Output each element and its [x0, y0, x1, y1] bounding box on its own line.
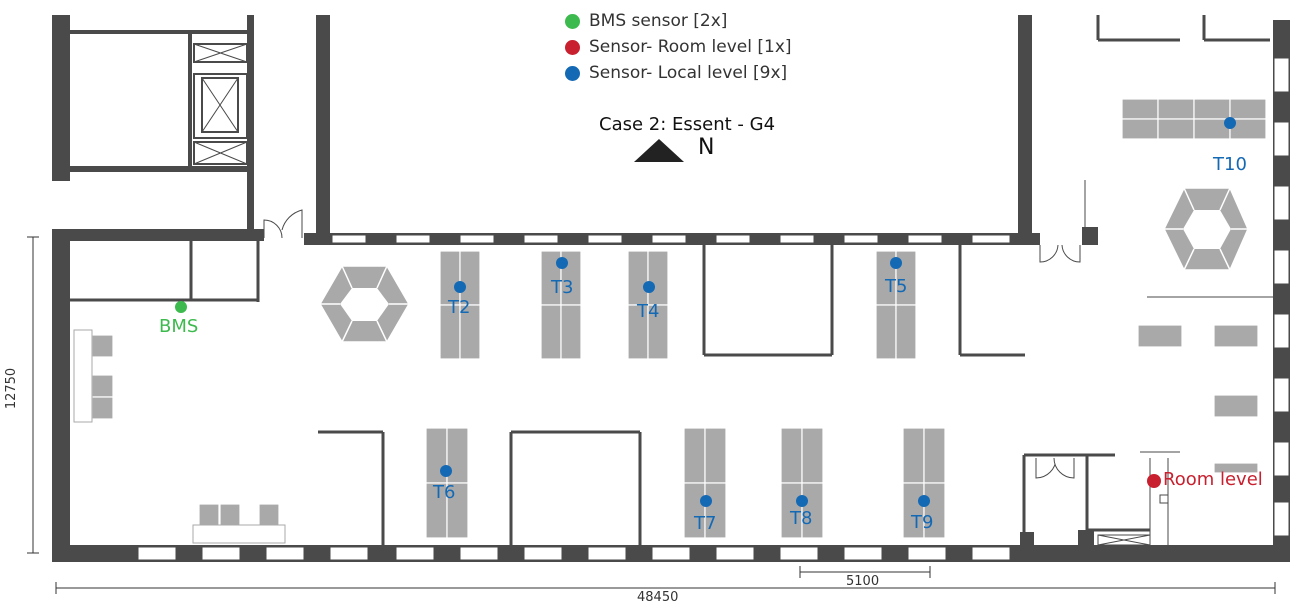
legend: BMS sensor [2x] Sensor- Room level [1x] … [565, 8, 792, 86]
sensor-label-t9: T9 [911, 512, 934, 533]
sensor-label-bms: BMS [159, 316, 199, 337]
north-label: N [698, 135, 715, 160]
sensor-t10 [1224, 117, 1236, 129]
sensor-bms [175, 301, 187, 313]
sensor-label-t5: T5 [885, 276, 908, 297]
hex-table-right-lines [1164, 187, 1248, 271]
dimension-segment: 5100 [846, 574, 880, 589]
furniture-outlines [73, 329, 286, 544]
legend-item-local: Sensor- Local level [9x] [565, 60, 792, 86]
sensor-t2 [454, 281, 466, 293]
dimension-lines [27, 236, 1276, 594]
red-dot-icon [565, 39, 580, 55]
legend-item-room: Sensor- Room level [1x] [565, 34, 792, 60]
green-dot-icon [565, 13, 580, 29]
sensor-t7 [700, 495, 712, 507]
sensor-label-t10: T10 [1213, 154, 1247, 175]
sensor-t5 [890, 257, 902, 269]
sensor-t8 [796, 495, 808, 507]
sensor-t6 [440, 465, 452, 477]
elevator-cross [193, 43, 1151, 546]
sensor-label-t8: T8 [790, 508, 813, 529]
sensor-label-t4: T4 [637, 301, 660, 322]
sensor-label-room-level: Room level [1163, 469, 1263, 490]
sensor-t9 [918, 495, 930, 507]
sensor-label-t3: T3 [551, 277, 574, 298]
legend-label: BMS sensor [2x] [589, 11, 728, 31]
legend-label: Sensor- Room level [1x] [589, 37, 792, 57]
sensor-label-t7: T7 [694, 513, 717, 534]
sensor-t3 [556, 257, 568, 269]
doors [263, 209, 1081, 479]
sensor-markers [175, 117, 1236, 507]
sensor-room-level [1147, 474, 1161, 488]
sensor-label-t2: T2 [448, 297, 471, 318]
hex-table-center-lines [320, 265, 409, 343]
blue-dot-icon [565, 65, 580, 81]
sensor-label-t6: T6 [433, 482, 456, 503]
interior-walls [70, 15, 1270, 545]
dimension-height: 12750 [4, 367, 20, 410]
hex-table-right-hole [1183, 210, 1231, 249]
furniture [91, 98, 1267, 539]
north-arrow-icon [634, 139, 684, 162]
windows [137, 57, 1290, 561]
legend-item-bms: BMS sensor [2x] [565, 8, 792, 34]
dimension-total-width: 48450 [637, 590, 679, 605]
legend-label: Sensor- Local level [9x] [589, 63, 788, 83]
thin-lines [1029, 40, 1273, 545]
hex-table-center-hole [340, 288, 389, 321]
case-title: Case 2: Essent - G4 [599, 114, 776, 135]
sensor-t4 [643, 281, 655, 293]
